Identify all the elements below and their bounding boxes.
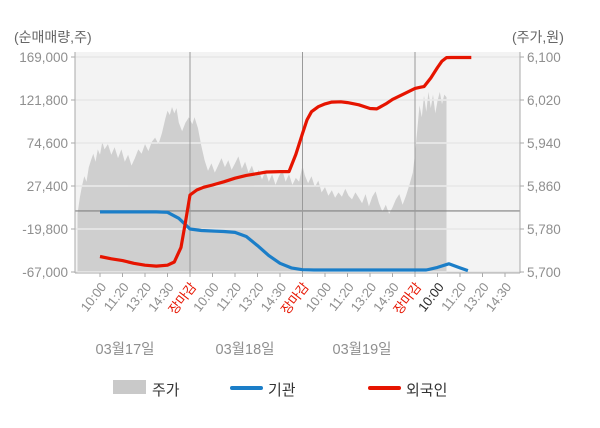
left-axis-tick-label: 121,800 [19, 93, 68, 108]
right-axis-title: (주가,원) [512, 29, 564, 45]
left-axis-tick-label: 169,000 [19, 50, 68, 65]
x-axis-tick-label: 10:00 [415, 280, 447, 315]
right-axis-tick-label: 6,100 [527, 50, 561, 65]
date-label: 03월17일 [96, 341, 155, 358]
right-axis-tick-label: 5,940 [527, 136, 561, 151]
date-label: 03월19일 [333, 341, 392, 358]
x-axis-tick-label: 10:00 [78, 280, 110, 315]
left-axis-title: (순매매량,주) [14, 29, 92, 45]
date-label: 03월18일 [216, 341, 275, 358]
right-axis-tick-label: 5,700 [527, 265, 561, 280]
x-axis-tick-label: 10:00 [303, 280, 335, 315]
right-axis-tick-label: 6,020 [527, 93, 561, 108]
foreigner-line [99, 55, 472, 268]
left-axis-tick-label: -19,800 [22, 222, 68, 237]
x-axis-tick-label: 14:30 [483, 280, 515, 315]
left-axis-tick-label: 27,400 [27, 179, 68, 194]
price-area [77, 91, 447, 274]
right-axis-tick-label: 5,860 [527, 179, 561, 194]
x-axis-tick-label: 10:00 [190, 280, 222, 315]
right-axis-tick-label: 5,780 [527, 222, 561, 237]
institution-line [100, 210, 469, 273]
left-axis-tick-label: 74,600 [27, 136, 68, 151]
left-axis-tick-label: -67,000 [22, 265, 68, 280]
